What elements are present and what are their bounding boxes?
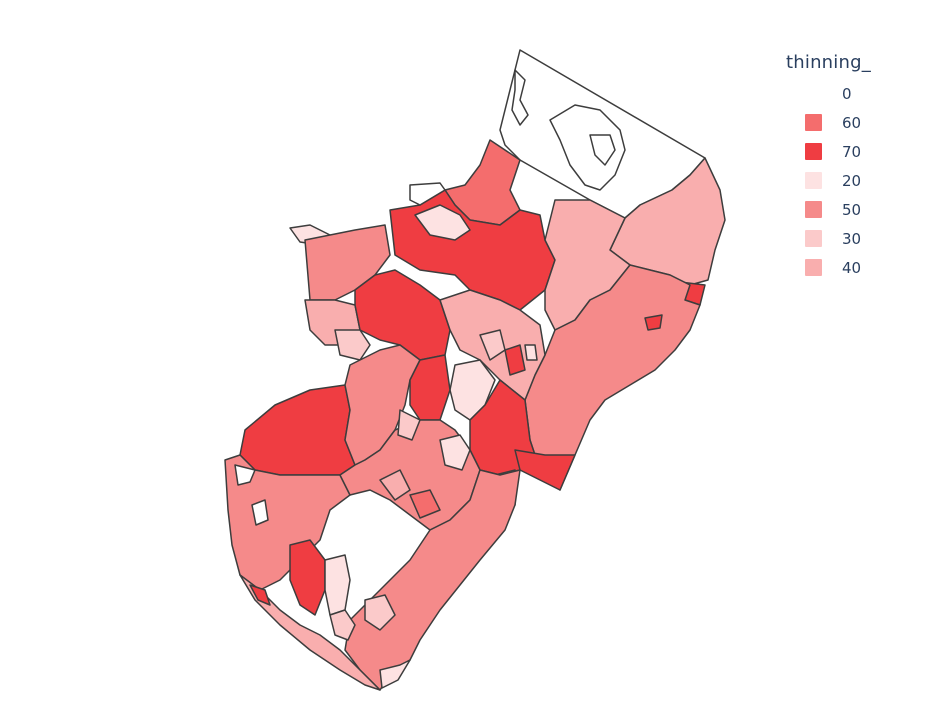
legend-swatch (805, 259, 822, 276)
legend-item-0[interactable]: 0 (786, 79, 896, 108)
legend-swatch (805, 172, 822, 189)
region-north-small-white[interactable] (409, 182, 446, 206)
legend-item-40[interactable]: 40 (786, 253, 896, 282)
legend-label: 20 (842, 171, 862, 190)
region-south-pale-2[interactable] (329, 609, 356, 641)
region-south-small-red[interactable] (249, 584, 271, 606)
region-south-tip-pale[interactable] (379, 659, 411, 689)
region-center-small-2[interactable] (504, 344, 526, 376)
legend-swatch (805, 143, 822, 160)
region-south-west-red[interactable] (239, 384, 356, 476)
region-lake-3[interactable] (589, 134, 616, 166)
region-center-small-6[interactable] (409, 489, 441, 519)
region-center-small-5[interactable] (379, 469, 411, 501)
region-south-middle-red[interactable] (289, 539, 326, 616)
legend-label: 60 (842, 113, 862, 132)
legend-item-60[interactable]: 60 (786, 108, 896, 137)
legend-item-30[interactable]: 30 (786, 224, 896, 253)
region-south-pale[interactable] (324, 554, 351, 616)
region-center-small-3[interactable] (524, 344, 538, 361)
region-central-pale[interactable] (334, 329, 371, 361)
legend-label: 40 (842, 258, 862, 277)
region-west-white-2[interactable] (251, 499, 269, 526)
legend-swatch (805, 85, 822, 102)
region-south-east-main[interactable] (344, 469, 521, 691)
region-south-pale-3[interactable] (364, 594, 396, 631)
region-lake-2[interactable] (511, 69, 529, 126)
legend: thinning_ 0 60 70 20 50 30 40 (786, 52, 896, 282)
region-west-white[interactable] (234, 464, 256, 486)
region-west-middle[interactable] (344, 344, 421, 466)
region-lake-1[interactable] (549, 104, 626, 191)
legend-swatch (805, 230, 822, 247)
region-center-small-4[interactable] (397, 409, 421, 441)
legend-label: 70 (842, 142, 862, 161)
region-center-south-pale[interactable] (439, 434, 471, 471)
legend-item-50[interactable]: 50 (786, 195, 896, 224)
legend-swatch (805, 201, 822, 218)
legend-title: thinning_ (786, 52, 871, 73)
legend-items: 0 60 70 20 50 30 40 (786, 79, 896, 282)
legend-label: 0 (842, 84, 852, 103)
region-east-bay[interactable] (644, 314, 663, 331)
region-south-west-main[interactable] (224, 454, 351, 591)
region-north-pale[interactable] (414, 204, 471, 241)
legend-label: 30 (842, 229, 862, 248)
legend-swatch (805, 114, 822, 131)
legend-item-70[interactable]: 70 (786, 137, 896, 166)
legend-label: 50 (842, 200, 862, 219)
legend-item-20[interactable]: 20 (786, 166, 896, 195)
region-south-west-tip[interactable] (239, 574, 381, 691)
region-east-small-red[interactable] (514, 449, 576, 491)
